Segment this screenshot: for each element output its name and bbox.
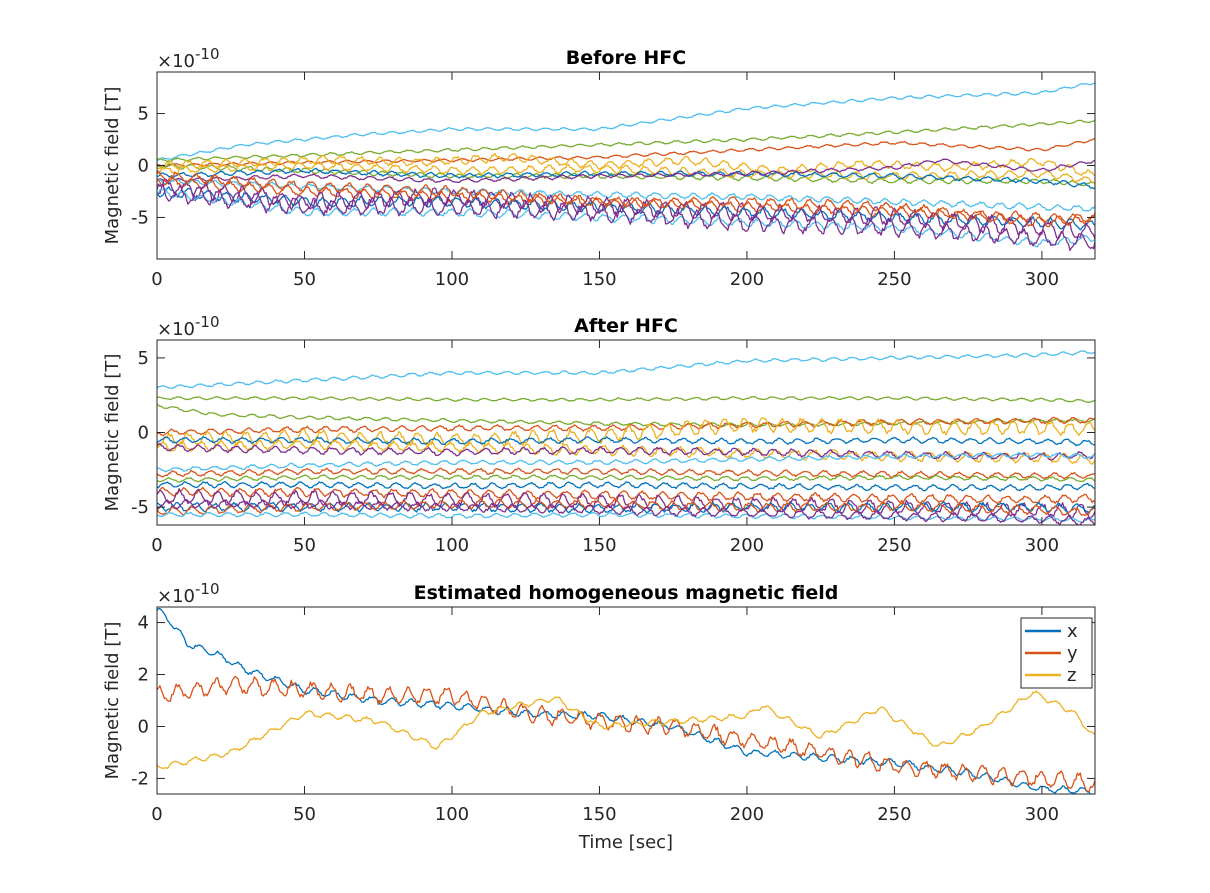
series-line-15 [157,170,1095,228]
y-tick-label: -2 [131,768,149,789]
series-line-15 [157,501,1095,514]
series-line-6 [157,160,1095,186]
y-tick-label: 2 [138,665,149,686]
exponent-label: ×10-10 [157,580,220,607]
exponent-label: ×10-10 [157,313,220,340]
y-tick-label: -5 [131,207,149,228]
x-tick-label: 0 [151,535,162,556]
series-line-4 [157,416,1095,437]
series-line-5 [157,417,1095,448]
series-line-11 [157,186,1095,231]
y-tick-label: 0 [138,156,149,177]
series-line-8 [157,442,1095,461]
series-line-7 [157,167,1095,190]
series-line-18 [157,498,1095,525]
x-tick-label: 100 [435,535,469,556]
chart-title: Estimated homogeneous magnetic field [414,582,839,604]
series-line-6 [157,436,1095,447]
series-line-5 [157,152,1095,177]
x-tick-label: 50 [293,269,316,290]
series-line-1 [157,607,1095,794]
series-line-2 [157,675,1095,793]
plot-area [157,350,1095,525]
series-line-3 [157,404,1095,428]
y-tick-label: -5 [131,497,149,518]
x-axis-label: Time [sec] [578,832,673,853]
x-tick-label: 250 [877,269,911,290]
plot-area [157,607,1095,794]
y-axis-label: Magnetic field [T] [102,87,123,245]
x-tick-label: 150 [582,535,616,556]
legend: xyz [1020,617,1093,689]
chart-2: 0 50 100 150 200 250 300-505×10-10 After HFCMag… [102,313,1096,556]
series-line-7 [157,439,1095,465]
x-tick-label: 250 [877,804,911,825]
y-tick-label: 0 [138,716,149,737]
y-tick-label: 4 [138,613,149,634]
exponent-label: ×10-10 [157,45,220,72]
axes-box [156,606,1096,795]
x-tick-label: 300 [1025,804,1059,825]
series-line-14 [157,488,1095,519]
x-tick-label: 200 [730,804,764,825]
x-tick-label: 50 [293,535,316,556]
y-axis-label: Magnetic field [T] [102,622,123,780]
legend-label-x: x [1067,621,1078,642]
series-line-12 [157,178,1095,240]
x-tick-label: 150 [582,269,616,290]
x-tick-label: 250 [877,535,911,556]
series-line-1 [157,350,1095,389]
chart-1: 0 50 100 150 200 250 300 -5 0 5 ×10-10 Before HFC Ma… [102,45,1096,290]
x-tick-label: 50 [293,804,316,825]
y-tick-label: 5 [138,348,149,369]
series-line-14 [157,183,1095,252]
series-line-2 [157,395,1095,403]
x-tick-label: 200 [730,535,764,556]
plot-area [157,82,1095,252]
x-tick-label: 200 [730,269,764,290]
series-line-2 [157,119,1095,163]
x-tick-label: 0 [151,804,162,825]
x-tick-label: 300 [1025,269,1059,290]
x-tick-label: 100 [435,269,469,290]
legend-label-z: z [1067,665,1076,686]
series-line-12 [157,480,1095,492]
series-line-9 [157,178,1095,212]
series-line-1 [157,82,1095,162]
series-line-10 [157,177,1095,226]
legend-label-y: y [1067,643,1078,664]
x-tick-label: 0 [151,269,162,290]
y-tick-label: 0 [138,423,149,444]
series-line-4 [157,163,1095,187]
series-line-10 [157,467,1095,480]
x-tick-label: 100 [435,804,469,825]
y-axis-label: Magnetic field [T] [102,354,123,512]
chart-title: After HFC [574,315,678,337]
x-tick-label: 300 [1025,535,1059,556]
x-tick-label: 150 [582,804,616,825]
series-line-16 [157,498,1095,516]
y-tick-label: 5 [138,104,149,125]
series-line-3 [157,690,1095,770]
chart-title: Before HFC [566,47,686,69]
series-line-11 [157,474,1095,483]
series-line-8 [157,158,1095,184]
series-line-9 [157,452,1095,473]
